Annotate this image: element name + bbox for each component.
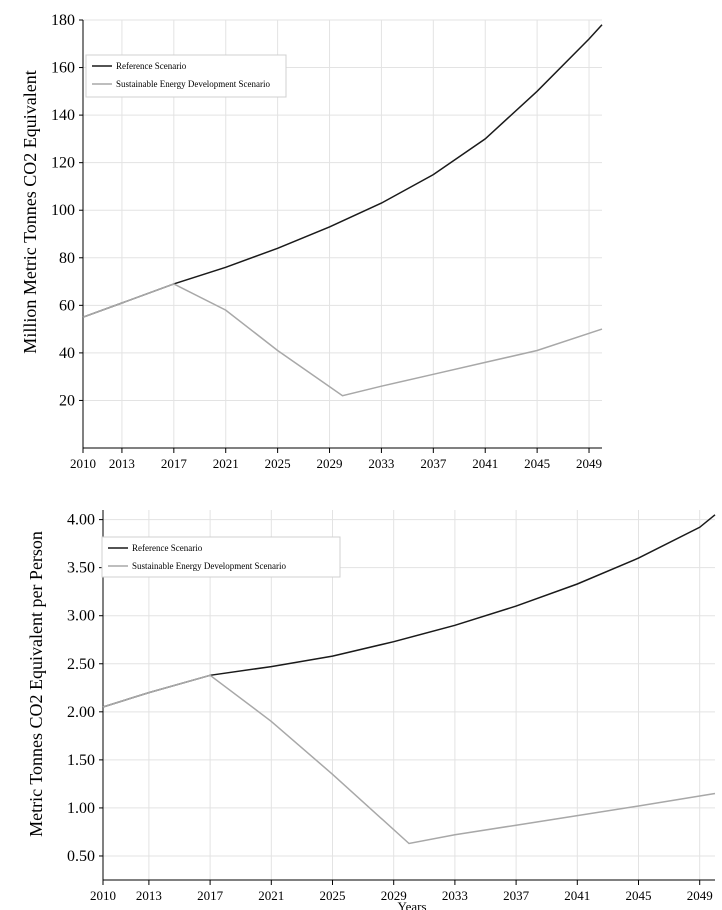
y-tick-label: 1.50 xyxy=(67,752,95,769)
x-tick-label: 2037 xyxy=(420,456,447,471)
legend: Reference Scenario Sustainable Energy Dev… xyxy=(85,54,287,98)
y-tick-label: 140 xyxy=(51,107,75,124)
x-tick-label: 2033 xyxy=(442,888,468,903)
emissions-per-person-chart: 0.50 1.00 1.50 2.00 2.50 3.00 3.50 4.00 2010 2013… xyxy=(26,510,716,910)
series-line-sustainable xyxy=(102,674,716,845)
y-tick-label: 1.00 xyxy=(67,800,95,817)
y-axis-title: Metric Tonnes CO2 Equivalent per Person xyxy=(26,531,46,837)
legend-box xyxy=(85,54,287,98)
x-tick-label: 2017 xyxy=(197,888,224,903)
legend-label: Reference Scenario xyxy=(116,61,187,71)
legend-box xyxy=(101,536,341,578)
y-axis-title: Million Metric Tonnes CO2 Equivalent xyxy=(20,70,40,353)
x-tick-label: 2029 xyxy=(381,888,407,903)
x-tick-label: 2021 xyxy=(258,888,284,903)
y-tick-label: 3.50 xyxy=(67,560,95,577)
x-tick-label: 2010 xyxy=(90,888,116,903)
x-tick-label: 2041 xyxy=(564,888,590,903)
x-tick-label: 2021 xyxy=(213,456,239,471)
x-tick-label: 2013 xyxy=(109,456,135,471)
y-tick-label: 0.50 xyxy=(67,848,95,865)
y-tick-label: 2.00 xyxy=(67,704,95,721)
y-tick-label: 120 xyxy=(51,155,75,172)
y-tick-label: 80 xyxy=(59,250,75,267)
legend-label: Sustainable Energy Development Scenario xyxy=(132,561,287,571)
x-tick-label: 2025 xyxy=(320,888,346,903)
y-tick-label: 40 xyxy=(59,345,75,362)
legend-label: Sustainable Energy Development Scenario xyxy=(116,79,271,89)
y-tick-label: 3.00 xyxy=(67,608,95,625)
y-tick-label: 100 xyxy=(51,202,75,219)
y-tick-label: 20 xyxy=(59,392,75,409)
y-tick-label: 180 xyxy=(51,12,75,29)
x-tick-label: 2017 xyxy=(161,456,188,471)
x-tick-label: 2041 xyxy=(472,456,498,471)
x-tick-label: 2045 xyxy=(524,456,550,471)
x-tick-label: 2010 xyxy=(70,456,96,471)
x-tick-label: 2025 xyxy=(265,456,291,471)
legend: Reference Scenario Sustainable Energy Dev… xyxy=(101,536,341,578)
x-tick-label: 2037 xyxy=(503,888,530,903)
x-tick-label: 2049 xyxy=(576,456,602,471)
x-tick-label: 2033 xyxy=(368,456,394,471)
x-tick-label: 2013 xyxy=(136,888,162,903)
y-tick-label: 4.00 xyxy=(67,512,95,529)
emissions-total-chart: 20 40 60 80 100 120 140 160 180 2010 2013 2017 2021 2… xyxy=(20,12,603,471)
x-axis-title: Years xyxy=(397,899,426,910)
y-tick-label: 60 xyxy=(59,297,75,314)
legend-label: Reference Scenario xyxy=(132,543,203,553)
x-tick-label: 2045 xyxy=(626,888,652,903)
y-tick-label: 2.50 xyxy=(67,656,95,673)
series-line-sustainable xyxy=(82,283,603,397)
y-tick-label: 160 xyxy=(51,60,75,77)
x-tick-label: 2049 xyxy=(687,888,713,903)
x-tick-label: 2029 xyxy=(317,456,343,471)
